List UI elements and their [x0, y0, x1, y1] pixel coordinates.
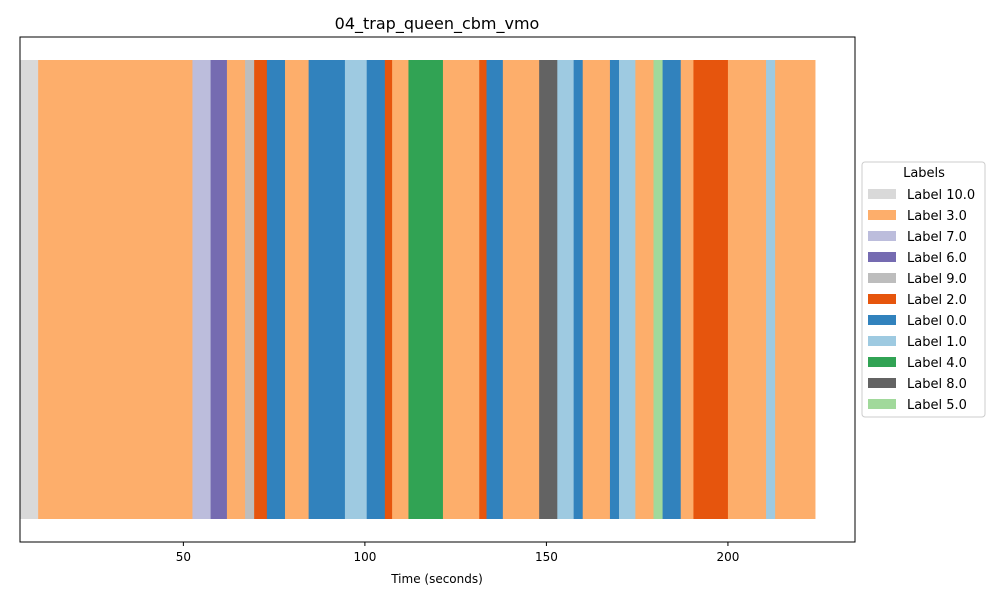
legend-swatch-7 — [868, 336, 896, 346]
legend-label-5: Label 2.0 — [907, 293, 967, 308]
x-axis-label: Time (seconds) — [390, 572, 483, 586]
legend-swatch-3 — [868, 252, 896, 262]
legend-swatch-2 — [868, 231, 896, 241]
legend: Labels Label 10.0 Label 3.0 Label 7.0 Label… — [861, 161, 986, 418]
legend-swatch-4 — [868, 273, 896, 283]
segment-23 — [609, 60, 620, 519]
legend-label-10: Label 5.0 — [907, 398, 967, 413]
legend-swatch-8 — [868, 357, 896, 367]
legend-label-2: Label 7.0 — [907, 230, 967, 245]
segment-31 — [766, 60, 776, 519]
segment-10 — [344, 60, 368, 519]
segment-12 — [384, 60, 393, 519]
segment-15 — [442, 60, 480, 519]
legend-label-7: Label 1.0 — [907, 335, 967, 350]
segment-5 — [245, 60, 255, 519]
segment-13 — [392, 60, 409, 519]
segment-17 — [486, 60, 504, 519]
segment-21 — [573, 60, 584, 519]
segment-19 — [539, 60, 558, 519]
legend-label-0: Label 10.0 — [907, 188, 975, 203]
segment-32 — [775, 60, 816, 519]
legend-title: Labels — [903, 166, 945, 181]
segment-20 — [557, 60, 575, 519]
legend-label-6: Label 0.0 — [907, 314, 967, 329]
segment-16 — [479, 60, 487, 519]
segment-14 — [408, 60, 444, 519]
x-axis: 50 100 150 200 — [176, 542, 739, 564]
segment-22 — [582, 60, 611, 519]
segment-4 — [226, 60, 246, 519]
chart-title: 04_trap_queen_cbm_vmo — [335, 14, 540, 34]
segment-9 — [308, 60, 346, 519]
segment-11 — [366, 60, 386, 519]
segment-29 — [693, 60, 729, 519]
segment-8 — [285, 60, 310, 519]
segment-25 — [635, 60, 654, 519]
legend-swatch-6 — [868, 315, 896, 325]
segment-30 — [727, 60, 767, 519]
segment-2 — [192, 60, 211, 519]
segment-27 — [662, 60, 682, 519]
x-tick-label-1: 100 — [353, 550, 376, 564]
segment-0 — [20, 60, 39, 519]
x-tick-label-3: 200 — [716, 550, 739, 564]
segment-3 — [210, 60, 228, 519]
segment-6 — [254, 60, 268, 519]
segment-1 — [38, 60, 193, 519]
legend-label-4: Label 9.0 — [907, 272, 967, 287]
legend-label-9: Label 8.0 — [907, 377, 967, 392]
x-tick-label-0: 50 — [176, 550, 191, 564]
legend-swatch-1 — [868, 210, 896, 220]
segment-7 — [266, 60, 286, 519]
segment-26 — [653, 60, 663, 519]
legend-label-8: Label 4.0 — [907, 356, 967, 371]
segment-24 — [619, 60, 636, 519]
legend-frame — [861, 161, 986, 418]
segment-28 — [680, 60, 694, 519]
plot-frame — [19, 36, 856, 543]
legend-swatch-5 — [868, 294, 896, 304]
legend-label-3: Label 6.0 — [907, 251, 967, 266]
legend-label-1: Label 3.0 — [907, 209, 967, 224]
legend-swatch-10 — [868, 399, 896, 409]
legend-swatch-0 — [868, 189, 896, 199]
x-tick-label-2: 150 — [535, 550, 558, 564]
segment-18 — [502, 60, 540, 519]
segments-layer — [20, 60, 816, 519]
legend-swatch-9 — [868, 378, 896, 388]
